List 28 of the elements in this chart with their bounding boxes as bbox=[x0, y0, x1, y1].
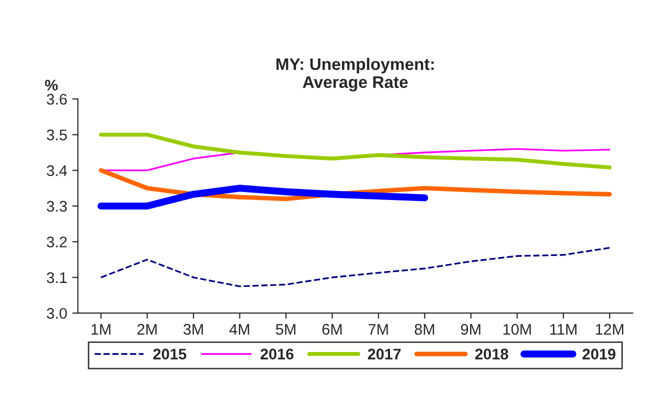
legend-label: 2015 bbox=[153, 348, 186, 360]
legend-label: 2016 bbox=[260, 348, 294, 360]
line-series bbox=[100, 246, 610, 288]
y-tick-label: 3.4 bbox=[46, 165, 68, 176]
legend-label: 2019 bbox=[582, 348, 616, 360]
y-tick-label: 3.6 bbox=[46, 94, 67, 105]
x-tick-label: 6M bbox=[322, 324, 342, 335]
x-tick-label: 11M bbox=[550, 324, 576, 335]
x-tick-label: 8M bbox=[414, 324, 434, 335]
x-tick-label: 5M bbox=[276, 324, 296, 335]
x-tick-label: 3M bbox=[183, 324, 203, 335]
legend-label: 2017 bbox=[368, 348, 401, 360]
x-tick-label: 7M bbox=[368, 324, 388, 335]
x-tick-label: 12M bbox=[596, 324, 624, 335]
y-tick-label: 3.3 bbox=[46, 200, 67, 212]
x-tick-label: 10M bbox=[503, 324, 531, 335]
y-tick-label: 3.1 bbox=[46, 272, 67, 284]
legend-label: 2018 bbox=[475, 348, 508, 360]
y-tick-label: 3.2 bbox=[46, 236, 67, 248]
x-tick-label: 2M bbox=[137, 324, 157, 335]
y-tick-label: 3.0 bbox=[46, 308, 67, 319]
y-axis-title: % bbox=[44, 80, 58, 91]
y-tick-label: 3.5 bbox=[46, 130, 67, 140]
x-tick-label: 9M bbox=[461, 324, 480, 335]
x-tick-label: 1M bbox=[92, 324, 110, 335]
chart-title: MY: Unemployment: Average Rate bbox=[276, 58, 434, 92]
line-series bbox=[99, 132, 612, 170]
x-tick-label: 4M bbox=[229, 324, 250, 335]
